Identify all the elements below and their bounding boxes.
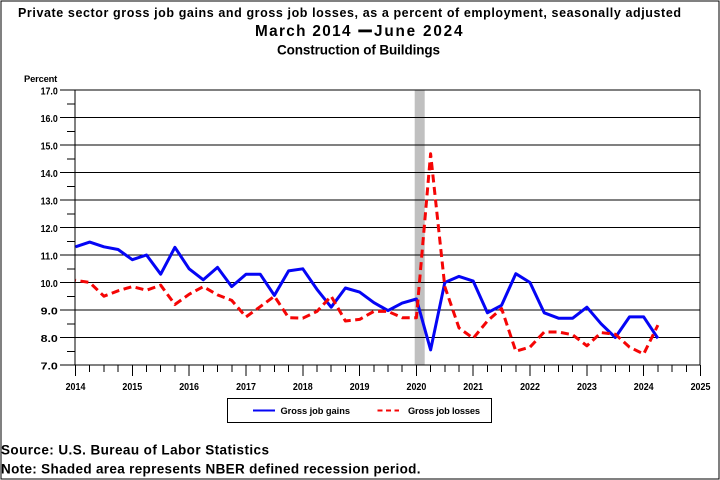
svg-text:Private sector gross job gains: Private sector gross job gains and gross… bbox=[18, 6, 681, 20]
svg-text:Source: U.S. Bureau of Labor S: Source: U.S. Bureau of Labor Statistics bbox=[1, 442, 269, 457]
svg-text:2015: 2015 bbox=[122, 382, 142, 393]
svg-text:9.0: 9.0 bbox=[41, 307, 59, 318]
svg-text:14.0: 14.0 bbox=[41, 169, 58, 180]
svg-text:Gross job gains: Gross job gains bbox=[281, 406, 351, 416]
svg-text:2018: 2018 bbox=[293, 382, 313, 393]
svg-text:2020: 2020 bbox=[407, 382, 427, 393]
svg-text:17.0: 17.0 bbox=[41, 87, 58, 98]
svg-text:2025: 2025 bbox=[691, 382, 711, 393]
svg-text:2023: 2023 bbox=[577, 382, 597, 393]
svg-text:Percent: Percent bbox=[24, 73, 57, 84]
svg-text:2014: 2014 bbox=[66, 382, 86, 393]
svg-text:12.0: 12.0 bbox=[41, 224, 58, 235]
svg-text:15.0: 15.0 bbox=[41, 142, 58, 153]
svg-text:Gross job losses: Gross job losses bbox=[408, 406, 480, 416]
svg-text:Construction of Buildings: Construction of Buildings bbox=[277, 42, 440, 57]
svg-text:2017: 2017 bbox=[236, 382, 256, 393]
svg-text:10.0: 10.0 bbox=[41, 279, 58, 290]
svg-text:2024: 2024 bbox=[634, 382, 654, 393]
svg-text:11.0: 11.0 bbox=[41, 252, 58, 263]
svg-text:8.0: 8.0 bbox=[41, 334, 59, 345]
svg-text:June 2024: June 2024 bbox=[374, 23, 463, 40]
svg-text:March 2014: March 2014 bbox=[255, 23, 351, 40]
svg-text:13.0: 13.0 bbox=[41, 197, 58, 208]
svg-text:2019: 2019 bbox=[350, 382, 370, 393]
svg-text:7.0: 7.0 bbox=[41, 362, 59, 373]
svg-text:2021: 2021 bbox=[463, 382, 483, 393]
svg-text:2016: 2016 bbox=[179, 382, 199, 393]
svg-text:2022: 2022 bbox=[520, 382, 540, 393]
svg-text:16.0: 16.0 bbox=[41, 114, 58, 125]
svg-text:Note: Shaded area represents N: Note: Shaded area represents NBER define… bbox=[1, 461, 421, 476]
